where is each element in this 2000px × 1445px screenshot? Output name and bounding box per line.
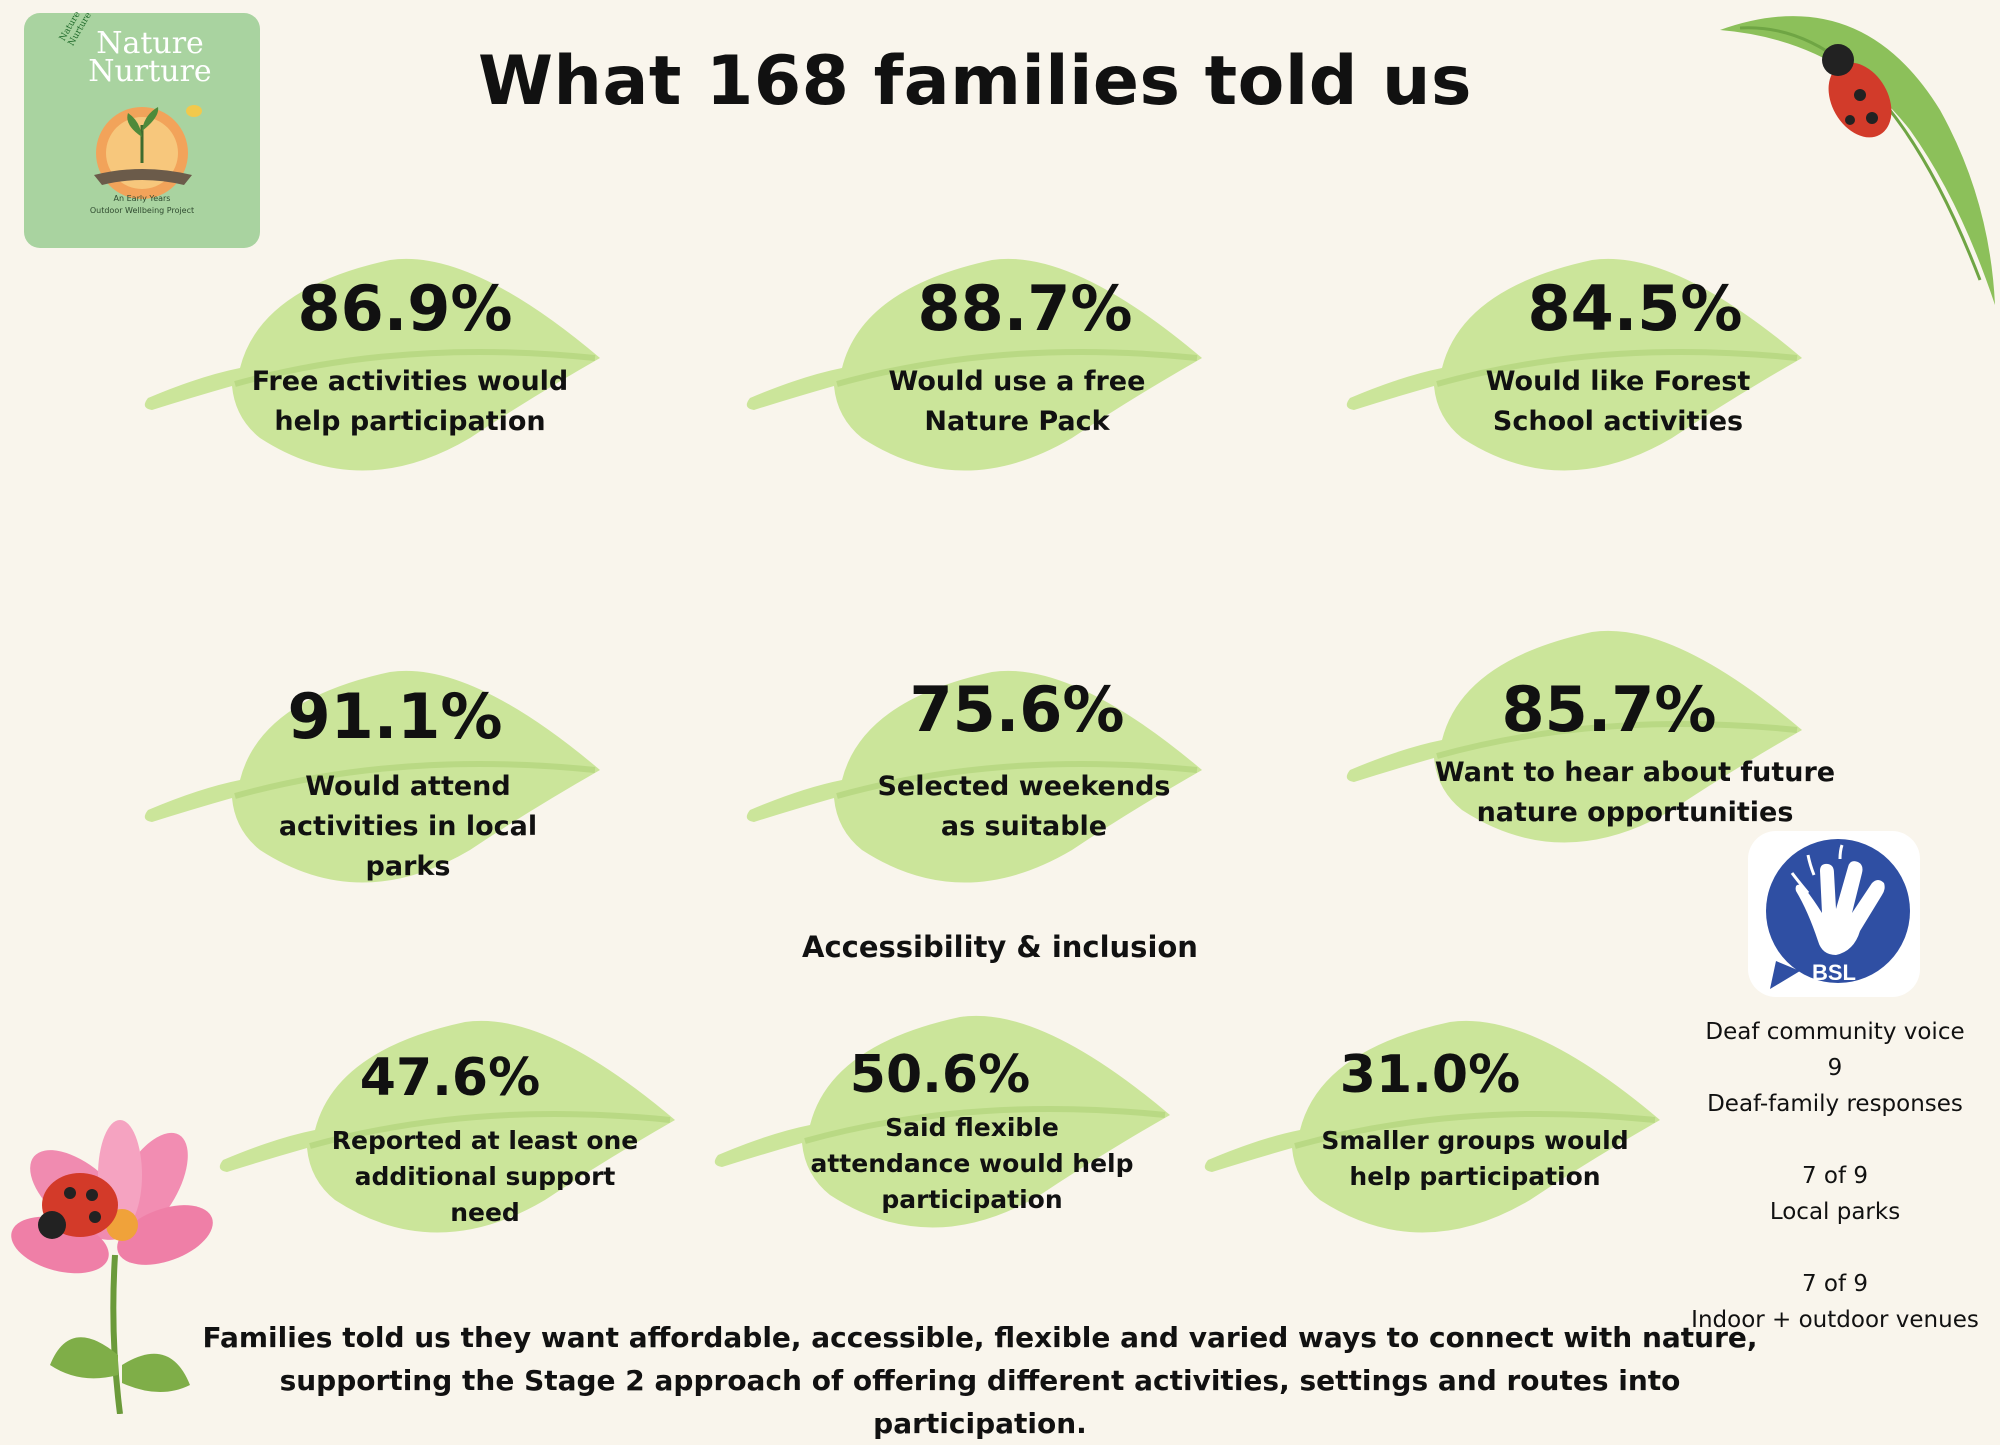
flower-ladybird-illustration — [11, 1120, 213, 1414]
deaf-stat2-label: Indoor + outdoor venues — [1691, 1307, 1979, 1333]
summary-line2: supporting the Stage 2 approach of offer… — [279, 1364, 1681, 1440]
stat-value-2: 88.7% — [917, 272, 1133, 345]
stat-label-2: Would use a free Nature Pack — [847, 362, 1187, 442]
access-stat-value-3: 31.0% — [1339, 1045, 1521, 1105]
spacer — [1690, 1230, 1980, 1266]
stat-label-6-line2: nature opportunities — [1476, 797, 1794, 828]
access-stat-label-1: Reported at least one additional support… — [325, 1123, 645, 1231]
access-stat-label-2-line2: attendance would help — [810, 1149, 1134, 1178]
deaf-stat2-value: 7 of 9 — [1801, 1271, 1869, 1297]
access-stat-label-2: Said flexible attendance would help part… — [807, 1110, 1137, 1218]
stat-label-3: Would like Forest School activities — [1448, 362, 1788, 442]
accessibility-heading: Accessibility & inclusion — [802, 930, 1198, 964]
stat-label-1-line1: Free activities would — [251, 366, 569, 397]
logo-subtitle-line2: Outdoor Wellbeing Project — [89, 206, 195, 215]
deaf-community-panel: Deaf community voice 9 Deaf-family respo… — [1690, 1014, 1980, 1338]
stat-label-1-line2: help participation — [274, 406, 546, 437]
access-stat-label-2-line1: Said flexible — [885, 1113, 1059, 1142]
stat-label-3-line2: School activities — [1492, 406, 1744, 437]
stat-label-5-line1: Selected weekends — [877, 771, 1171, 802]
stat-label-5-line2: as suitable — [940, 811, 1108, 842]
stat-label-6-line1: Want to hear about future — [1434, 757, 1836, 788]
stat-value-4: 91.1% — [287, 680, 503, 753]
ladybird-on-leaf-illustration — [1720, 16, 1995, 305]
summary-footer: Families told us they want affordable, a… — [180, 1316, 1780, 1445]
logo-subtitle-line1: An Early Years — [113, 194, 171, 203]
deaf-count: 9 — [1827, 1055, 1843, 1081]
logo-subtitle: An Early Years Outdoor Wellbeing Project — [24, 193, 260, 217]
deaf-stat1-value: 7 of 9 — [1801, 1163, 1869, 1189]
bsl-sign-language-icon — [1766, 839, 1910, 989]
stat-value-3: 84.5% — [1527, 272, 1743, 345]
logo-title-line2: Nurture — [88, 54, 212, 89]
stat-label-5: Selected weekends as suitable — [854, 767, 1194, 847]
stat-label-3-line1: Would like Forest — [1485, 366, 1751, 397]
deaf-count-label: Deaf-family responses — [1707, 1091, 1963, 1117]
stat-label-1: Free activities would help participation — [240, 362, 580, 442]
stat-label-4-line3: parks — [365, 851, 451, 882]
stat-value-5: 75.6% — [909, 673, 1125, 746]
access-stat-label-1-line3: need — [450, 1198, 520, 1227]
stat-label-4-line1: Would attend — [305, 771, 511, 802]
page-title: What 168 families told us — [478, 42, 1472, 121]
stat-label-6: Want to hear about future nature opportu… — [1430, 753, 1840, 833]
bsl-icon-label: BSL — [1812, 960, 1856, 985]
spacer — [1690, 1122, 1980, 1158]
access-stat-label-3: Smaller groups would help participation — [1315, 1123, 1635, 1195]
deaf-stat1-label: Local parks — [1769, 1199, 1901, 1225]
access-stat-label-3-line2: help participation — [1349, 1162, 1601, 1191]
stat-value-1: 86.9% — [297, 272, 513, 345]
summary-line1: Families told us they want affordable, a… — [202, 1321, 1758, 1354]
access-stat-value-2: 50.6% — [849, 1045, 1031, 1105]
logo-title: Nature Nurture — [50, 26, 250, 89]
access-stat-label-2-line3: participation — [881, 1185, 1063, 1214]
stat-label-4-line2: activities in local — [278, 811, 538, 842]
stat-label-2-line1: Would use a free — [888, 366, 1146, 397]
logo-title-line1: Nature — [96, 26, 204, 61]
leaf-card-6 — [1342, 620, 1812, 880]
stat-value-6: 85.7% — [1501, 673, 1717, 746]
access-stat-value-1: 47.6% — [359, 1048, 541, 1108]
access-stat-label-1-line1: Reported at least one — [331, 1126, 639, 1155]
stat-label-2-line2: Nature Pack — [924, 406, 1110, 437]
access-stat-label-3-line1: Smaller groups would — [1321, 1126, 1629, 1155]
access-stat-label-1-line2: additional support — [354, 1162, 616, 1191]
stat-label-4: Would attend activities in local parks — [238, 767, 578, 887]
deaf-heading: Deaf community voice — [1705, 1019, 1965, 1045]
logo-illustration — [94, 105, 202, 199]
